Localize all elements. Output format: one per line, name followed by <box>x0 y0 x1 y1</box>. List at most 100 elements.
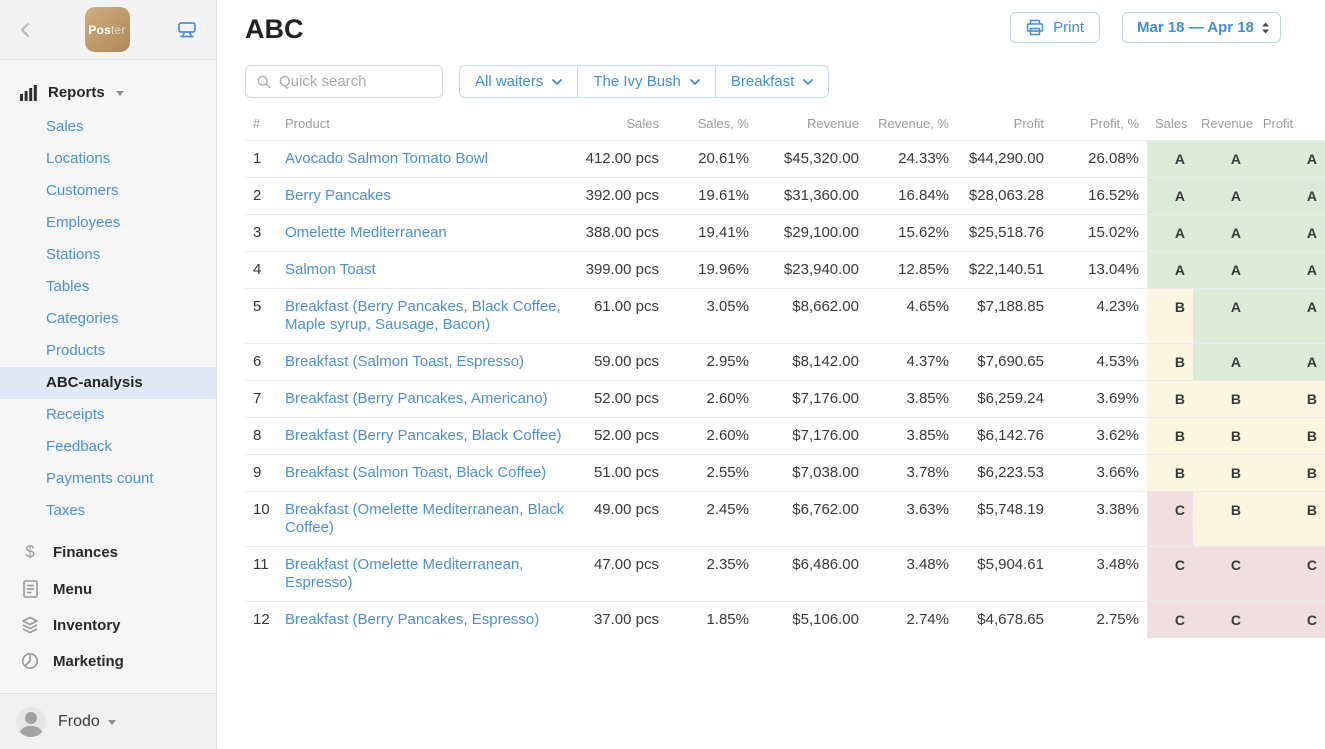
sidebar-item-feedback[interactable]: Feedback <box>46 438 112 455</box>
revenue-value: $7,038.00 <box>757 454 867 492</box>
caret-down-icon <box>107 720 116 725</box>
sales-pct-value: 2.45% <box>667 491 757 547</box>
sidebar-reports-label: Reports <box>48 84 105 101</box>
row-number: 8 <box>245 417 277 455</box>
sales-pct-value: 20.61% <box>667 140 757 178</box>
location-filter-label: The Ivy Bush <box>593 73 681 90</box>
sales-value: 61.00 pcs <box>577 288 667 344</box>
sidebar-menu-label: Menu <box>53 580 93 598</box>
sidebar-reports-header[interactable]: Reports <box>0 76 216 111</box>
sidebar-item-sales[interactable]: Sales <box>46 118 84 135</box>
product-link[interactable]: Breakfast (Berry Pancakes, Americano) <box>277 380 577 418</box>
product-link[interactable]: Breakfast (Omelette Mediterranean, Espre… <box>277 546 577 602</box>
sidebar-item-finances[interactable]: $ Finances <box>0 533 216 571</box>
product-link[interactable]: Breakfast (Berry Pancakes, Espresso) <box>277 601 577 638</box>
sidebar-item-payments-count[interactable]: Payments count <box>46 470 154 487</box>
sidebar-item-customers[interactable]: Customers <box>46 182 119 199</box>
grade-revenue-badge: A <box>1193 288 1249 344</box>
grade-profit-badge: A <box>1249 140 1325 178</box>
sidebar-item-categories[interactable]: Categories <box>46 310 119 327</box>
sidebar-item-receipts[interactable]: Receipts <box>46 406 105 423</box>
sidebar-item-taxes[interactable]: Taxes <box>46 502 86 519</box>
grade-revenue-badge: A <box>1193 140 1249 178</box>
chevron-left-icon <box>21 22 29 37</box>
row-number: 11 <box>245 546 277 602</box>
product-link[interactable]: Breakfast (Omelette Mediterranean, Black… <box>277 491 577 547</box>
product-link[interactable]: Berry Pancakes <box>277 177 577 215</box>
location-filter[interactable]: The Ivy Bush <box>577 65 716 98</box>
category-filter[interactable]: Breakfast <box>714 65 830 98</box>
col-profit: Profit <box>1013 116 1044 131</box>
profit-pct-value: 4.23% <box>1052 288 1147 344</box>
grade-profit-badge: B <box>1249 380 1325 418</box>
col-num: # <box>253 116 261 131</box>
print-button[interactable]: Print <box>1010 12 1100 43</box>
main-content: ABC Print Mar 18 — Apr 18 <box>217 0 1325 749</box>
table-row: 2 Berry Pancakes 392.00 pcs 19.61% $31,360.0… <box>245 177 1325 215</box>
grade-revenue-badge: B <box>1193 417 1249 455</box>
product-link[interactable]: Breakfast (Salmon Toast, Black Coffee) <box>277 454 577 492</box>
sidebar-item-employees[interactable]: Employees <box>46 214 121 231</box>
pos-terminal-icon[interactable] <box>175 18 199 42</box>
sales-value: 52.00 pcs <box>577 417 667 455</box>
header-actions: Print Mar 18 — Apr 18 <box>1010 12 1281 43</box>
sidebar-item-menu[interactable]: Menu <box>0 571 216 607</box>
revenue-value: $5,106.00 <box>757 601 867 638</box>
revenue-pct-value: 4.37% <box>867 343 957 381</box>
sidebar-user[interactable]: Frodo <box>0 693 216 749</box>
sidebar-item-locations[interactable]: Locations <box>46 150 111 167</box>
profit-pct-value: 3.66% <box>1052 454 1147 492</box>
profit-pct-value: 2.75% <box>1052 601 1147 638</box>
profit-value: $7,690.65 <box>957 343 1052 381</box>
grade-profit-badge: C <box>1249 601 1325 638</box>
product-link[interactable]: Avocado Salmon Tomato Bowl <box>277 140 577 178</box>
grade-sales-badge: C <box>1147 601 1193 638</box>
poster-logo[interactable]: Pos ter <box>84 7 130 52</box>
col-revenue-pct: Revenue, % <box>878 116 949 131</box>
sidebar-item-products[interactable]: Products <box>46 342 106 359</box>
table-row: 6 Breakfast (Salmon Toast, Espresso) 59.00… <box>245 343 1325 381</box>
revenue-pct-value: 3.48% <box>867 546 957 602</box>
grade-revenue-badge: B <box>1193 491 1249 547</box>
sales-value: 37.00 pcs <box>577 601 667 638</box>
profit-value: $7,188.85 <box>957 288 1052 344</box>
sidebar-item-abc-analysis[interactable]: ABC-analysis <box>0 367 216 399</box>
product-link[interactable]: Breakfast (Salmon Toast, Espresso) <box>277 343 577 381</box>
row-number: 7 <box>245 380 277 418</box>
revenue-value: $7,176.00 <box>757 380 867 418</box>
abc-table: # Product Sales Sales, % Revenue Revenue… <box>245 108 1325 638</box>
grade-revenue-badge: C <box>1193 546 1249 602</box>
revenue-value: $6,762.00 <box>757 491 867 547</box>
back-button[interactable] <box>17 19 39 41</box>
profit-pct-value: 3.38% <box>1052 491 1147 547</box>
table-row: 5 Breakfast (Berry Pancakes, Black Coffee… <box>245 288 1325 344</box>
sidebar-item-marketing[interactable]: Marketing <box>0 643 216 679</box>
table-row: 7 Breakfast (Berry Pancakes, Americano) 52… <box>245 380 1325 418</box>
sidebar-item-tables[interactable]: Tables <box>46 278 90 295</box>
product-link[interactable]: Breakfast (Berry Pancakes, Black Coffee) <box>277 417 577 455</box>
revenue-value: $31,360.00 <box>757 177 867 215</box>
sidebar-nav: Reports Sales Locations Customers Employees… <box>0 60 216 525</box>
revenue-pct-value: 3.85% <box>867 417 957 455</box>
sidebar-item-inventory[interactable]: Inventory <box>0 607 216 643</box>
row-number: 3 <box>245 214 277 252</box>
product-link[interactable]: Salmon Toast <box>277 251 577 289</box>
row-number: 4 <box>245 251 277 289</box>
profit-value: $22,140.51 <box>957 251 1052 289</box>
sales-pct-value: 1.85% <box>667 601 757 638</box>
profit-pct-value: 16.52% <box>1052 177 1147 215</box>
grade-sales-badge: A <box>1147 251 1193 289</box>
grade-sales-badge: B <box>1147 343 1193 381</box>
sidebar-item-stations[interactable]: Stations <box>46 246 101 263</box>
sidebar-logo-bar: Pos ter <box>0 0 216 60</box>
product-link[interactable]: Breakfast (Berry Pancakes, Black Coffee,… <box>277 288 577 344</box>
updown-arrows-icon <box>1261 22 1270 34</box>
waiters-filter[interactable]: All waiters <box>459 65 579 98</box>
search-box[interactable] <box>245 65 443 98</box>
grade-revenue-badge: A <box>1193 214 1249 252</box>
search-input[interactable] <box>278 73 431 90</box>
grade-profit-badge: B <box>1249 491 1325 547</box>
grade-profit-badge: B <box>1249 454 1325 492</box>
date-range-selector[interactable]: Mar 18 — Apr 18 <box>1122 12 1281 43</box>
product-link[interactable]: Omelette Mediterranean <box>277 214 577 252</box>
